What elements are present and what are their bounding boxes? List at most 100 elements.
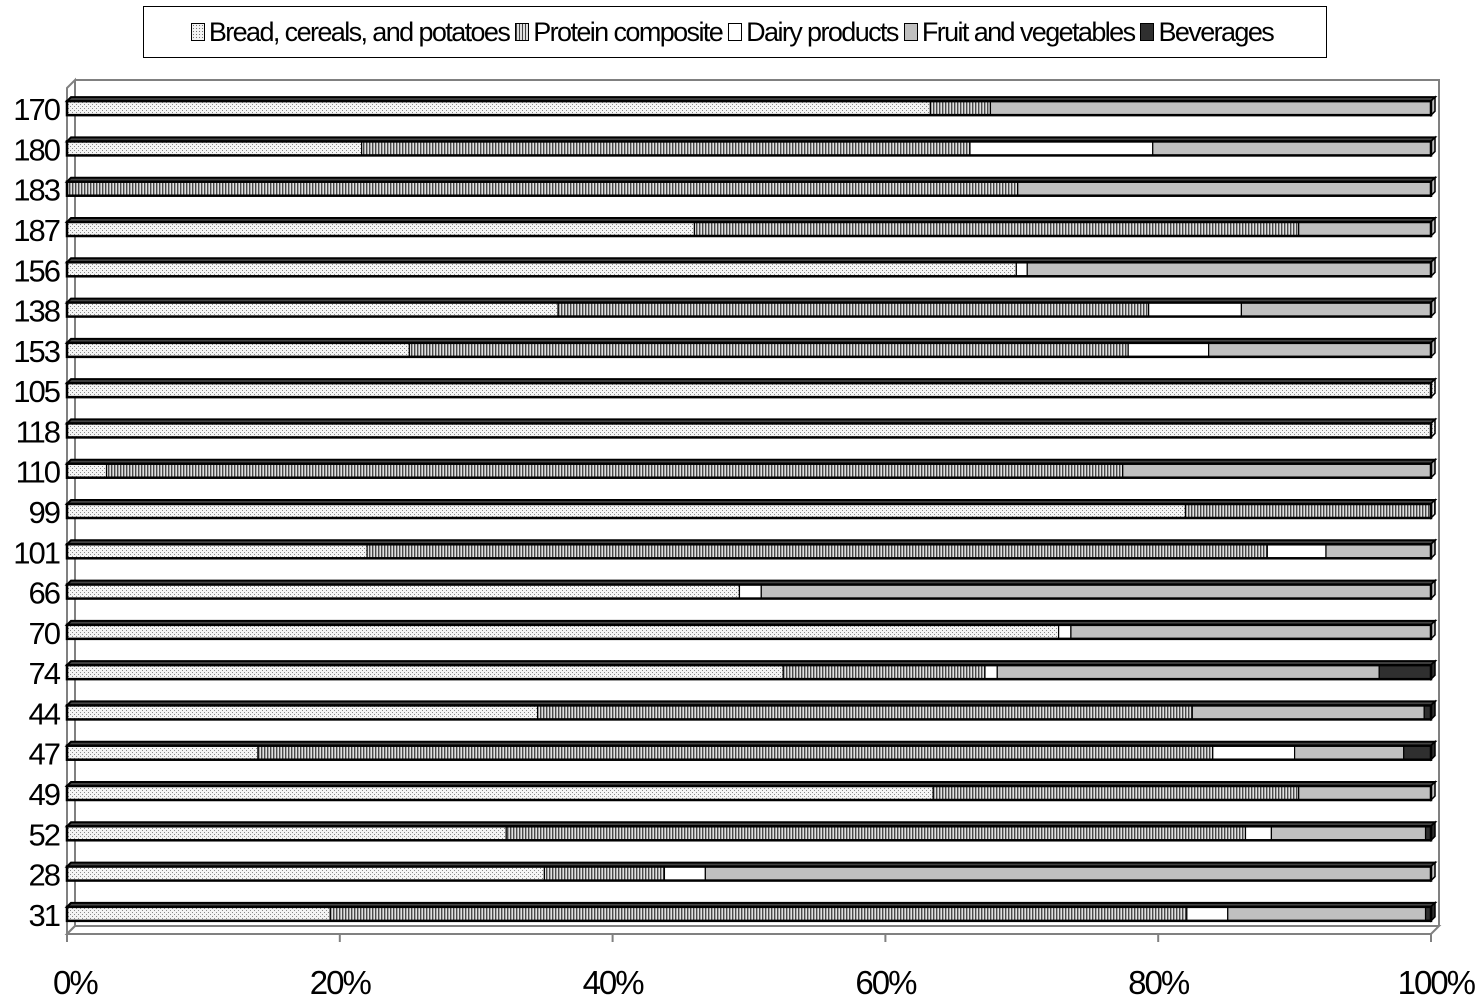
bar-row-74: 74 xyxy=(29,656,1438,691)
bar-segment-protein-composite xyxy=(536,704,1193,721)
bar-segment-bread-cereals-and-potatoes xyxy=(66,906,331,922)
bar-segment-dairy-products xyxy=(738,583,762,600)
bar-outline xyxy=(65,341,1433,359)
bar-outline xyxy=(65,180,1433,197)
bar-segment-dairy-products xyxy=(1186,906,1229,922)
bar-segment-bread-cereals-and-potatoes xyxy=(66,624,1060,640)
bar-segment-fruit-and-vegetables xyxy=(1240,301,1432,318)
category-label: 180 xyxy=(13,132,60,167)
bar-segment-protein-composite xyxy=(329,906,1188,922)
legend-label: Beverages xyxy=(1158,16,1274,47)
bar-row-118: 118 xyxy=(16,414,1438,449)
bar-row-47: 47 xyxy=(29,737,1438,772)
bar-segment-fruit-and-vegetables xyxy=(1298,785,1432,801)
x-tick-label: 40% xyxy=(583,964,645,1000)
legend-swatch xyxy=(903,23,918,41)
bar-outline xyxy=(65,704,1433,721)
bar-segment-bread-cereals-and-potatoes xyxy=(66,100,932,116)
bar-outline xyxy=(65,905,1433,923)
bar-outline xyxy=(65,381,1433,399)
bar-segment-dairy-products xyxy=(984,664,998,680)
bar-segment-beverages xyxy=(1378,664,1432,680)
bar-row-105: 105 xyxy=(13,374,1438,409)
bar-row-153: 153 xyxy=(13,334,1438,369)
bar-segment-protein-composite xyxy=(693,221,1300,237)
bar-segment-bread-cereals-and-potatoes xyxy=(66,342,410,358)
bar-outline xyxy=(65,865,1433,882)
bar-segment-fruit-and-vegetables xyxy=(1122,463,1432,479)
category-label: 44 xyxy=(29,696,61,731)
x-tick-label: 20% xyxy=(310,964,372,1000)
bar-segment-fruit-and-vegetables xyxy=(704,865,1432,882)
bar-segment-bread-cereals-and-potatoes xyxy=(66,422,1432,439)
bar-outline xyxy=(65,422,1433,439)
bar-segment-protein-composite xyxy=(257,745,1214,761)
bar-segment-protein-composite xyxy=(543,865,666,882)
bar-segment-bread-cereals-and-potatoes xyxy=(66,382,1432,398)
bar-segment-bread-cereals-and-potatoes xyxy=(66,543,368,559)
bar-segment-fruit-and-vegetables xyxy=(1017,181,1432,197)
legend-swatch xyxy=(515,23,530,41)
category-label: 52 xyxy=(29,817,60,852)
bar-segment-fruit-and-vegetables xyxy=(760,583,1432,600)
x-tick-label: 0% xyxy=(53,964,98,1000)
bar-segment-bread-cereals-and-potatoes xyxy=(66,140,363,157)
bar-segment-protein-composite xyxy=(932,785,1300,801)
bar-segment-bread-cereals-and-potatoes xyxy=(66,503,1187,519)
bar-row-44: 44 xyxy=(29,696,1438,731)
bar-row-187: 187 xyxy=(13,213,1438,248)
bar-segment-fruit-and-vegetables xyxy=(1227,906,1427,922)
bar-row-70: 70 xyxy=(29,616,1438,651)
bar-segment-bread-cereals-and-potatoes xyxy=(66,463,108,479)
x-tick-label: 80% xyxy=(1128,964,1190,1000)
category-label: 66 xyxy=(29,576,60,611)
bar-segment-protein-composite xyxy=(557,301,1150,318)
bar-segment-fruit-and-vegetables xyxy=(989,100,1432,116)
category-label: 70 xyxy=(29,616,61,651)
bar-segment-fruit-and-vegetables xyxy=(1293,745,1405,761)
legend-item: Beverages xyxy=(1140,16,1275,48)
category-label: 99 xyxy=(29,495,60,530)
category-label: 74 xyxy=(29,656,61,691)
category-label: 118 xyxy=(16,414,60,449)
bar-row-110: 110 xyxy=(16,455,1438,490)
bar-outline xyxy=(65,744,1433,761)
legend-item: Bread, cereals, and potatoes xyxy=(190,17,511,48)
bar-segment-fruit-and-vegetables xyxy=(996,664,1380,680)
bar-row-101: 101 xyxy=(13,535,1438,570)
bar-segment-bread-cereals-and-potatoes xyxy=(66,221,696,237)
bar-segment-protein-composite xyxy=(1184,503,1432,519)
bar-row-66: 66 xyxy=(29,576,1438,611)
bar-segment-bread-cereals-and-potatoes xyxy=(66,664,784,680)
bar-segment-fruit-and-vegetables xyxy=(1270,825,1427,841)
category-label: 31 xyxy=(29,898,60,933)
bar-outline xyxy=(65,220,1433,238)
bar-outline xyxy=(65,663,1433,681)
bar-segment-protein-composite xyxy=(361,140,971,157)
bar-segment-dairy-products xyxy=(1058,624,1072,640)
bar-outline xyxy=(65,784,1433,802)
category-label: 28 xyxy=(29,858,60,893)
category-label: 156 xyxy=(13,253,59,288)
bar-outline xyxy=(65,583,1433,600)
bar-outline xyxy=(65,623,1433,641)
bar-segment-fruit-and-vegetables xyxy=(1191,704,1425,721)
bar-row-28: 28 xyxy=(29,858,1438,893)
bar-outline xyxy=(65,825,1433,842)
bar-outline xyxy=(65,140,1433,157)
legend-swatch xyxy=(1140,23,1155,41)
x-tick-label: 60% xyxy=(855,964,917,1000)
legend-label: Protein composite xyxy=(533,16,724,47)
bar-segment-bread-cereals-and-potatoes xyxy=(66,865,545,882)
bar-row-180: 180 xyxy=(13,132,1438,167)
bar-segment-fruit-and-vegetables xyxy=(1325,543,1432,559)
bar-segment-protein-composite xyxy=(366,543,1268,559)
bar-segment-dairy-products xyxy=(1148,301,1243,318)
category-label: 138 xyxy=(13,294,59,329)
bar-outline xyxy=(65,261,1433,278)
bar-row-31: 31 xyxy=(29,898,1438,933)
x-tick-label: 100% xyxy=(1398,964,1476,1000)
bar-row-183: 183 xyxy=(13,173,1438,208)
bar-segment-dairy-products xyxy=(1127,342,1210,358)
